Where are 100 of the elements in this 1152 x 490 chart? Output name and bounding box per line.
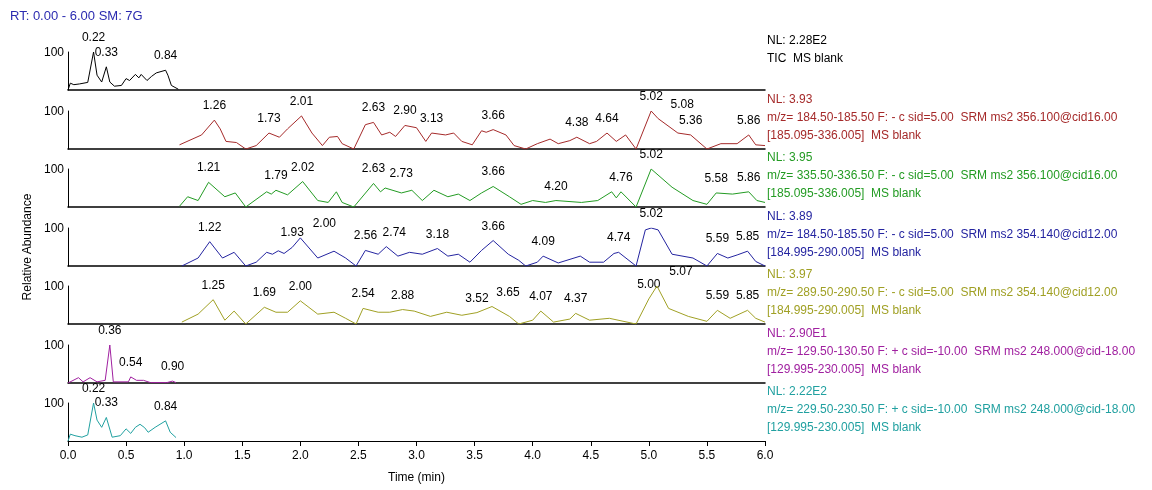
annotation: 0.36	[98, 322, 122, 337]
annotation: 5.08	[670, 96, 695, 111]
text: m/z= 335.50-336.50 F: - c sid=5.00 SRM ms2 356.100@cid16.00	[767, 168, 1118, 182]
annotation: 3.13	[419, 110, 444, 125]
annotation: 5.58	[704, 170, 729, 185]
annotation: 5.02	[639, 88, 664, 103]
annotation: 0.54	[119, 354, 143, 369]
text: [129.995-230.005] MS blank	[767, 420, 923, 434]
annotation: 3.65	[496, 284, 521, 299]
text: NL: 2.90E1	[767, 325, 828, 340]
text: NL: 3.93	[767, 91, 813, 106]
annotation: 5.86	[737, 112, 761, 127]
x-tick-label: 0.0	[59, 448, 77, 462]
annotation: 1.93	[280, 224, 305, 239]
text: m/z= 129.50-130.50 F: + c sid=-10.00 SRM ms2 248.000@cid-18.00	[767, 343, 1136, 358]
x-tick-label: 2.0	[291, 448, 309, 462]
annotation: 4.07	[529, 289, 553, 304]
annotation: 2.54	[351, 286, 376, 301]
text: [184.995-290.005] MS blank	[767, 303, 923, 317]
annotation: 1.79	[264, 168, 288, 183]
annotation: 5.07	[669, 264, 693, 278]
text: 100	[43, 396, 65, 410]
annotation: 4.20	[544, 178, 568, 193]
annotation: 3.66	[481, 164, 506, 179]
x-tick-label: 3.5	[466, 448, 484, 462]
annotation: 2.73	[389, 166, 414, 180]
text: m/z= 184.50-185.50 F: - c sid=5.00 SRM ms2 354.140@cid12.00	[767, 226, 1118, 241]
annotation: 1.69	[252, 285, 277, 300]
annotation: 2.56	[353, 227, 378, 242]
annotation: 2.63	[361, 99, 386, 114]
text: NL: 3.97	[767, 267, 813, 281]
text: NL: 2.28E2	[767, 33, 828, 47]
annotation: 0.84	[153, 398, 178, 413]
x-tick-label: 5.0	[640, 448, 658, 462]
annotation: 0.90	[160, 358, 185, 373]
x-tick-label: 6.0	[756, 448, 774, 462]
annotation: 0.33	[94, 44, 119, 59]
annotation: 5.85	[735, 288, 760, 303]
annotation: 5.36	[678, 112, 703, 127]
text: m/z= 184.50-185.50 F: - c sid=5.00 SRM ms2 356.100@cid16.00	[767, 109, 1118, 124]
x-tick-label: 3.0	[408, 448, 426, 462]
annotation: 5.85	[735, 228, 760, 243]
x-tick-label: 4.0	[524, 448, 542, 462]
text: [129.995-230.005] MS blank	[767, 361, 923, 376]
text: [184.995-290.005] MS blank	[767, 244, 923, 259]
text: NL: 3.89	[767, 208, 813, 223]
text: 100	[43, 162, 65, 176]
annotation: 2.88	[390, 287, 415, 302]
annotation: 2.00	[312, 215, 337, 230]
x-tick-label: 1.0	[175, 448, 193, 462]
x-tick-label: 2.5	[350, 448, 368, 462]
text: NL: 3.95	[767, 150, 813, 164]
annotation: 5.02	[639, 205, 664, 220]
text: 100	[43, 337, 65, 352]
annotation: 1.22	[198, 219, 222, 234]
annotation: 3.66	[481, 107, 506, 122]
annotation: 4.38	[565, 114, 589, 129]
annotation: 2.63	[361, 161, 386, 176]
x-tick-label: 1.5	[233, 448, 251, 462]
annotation: 4.64	[595, 110, 620, 125]
annotation: 1.73	[257, 110, 281, 125]
annotation: 5.86	[737, 169, 761, 184]
annotation: 1.26	[202, 97, 227, 112]
y-axis-title: Relative Abundance	[20, 192, 34, 300]
annotation: 5.59	[705, 288, 730, 303]
annotation: 3.66	[481, 218, 506, 233]
text: TIC MS blank	[767, 51, 845, 65]
annotation: 1.21	[196, 160, 221, 175]
text: m/z= 229.50-230.50 F: + c sid=-10.00 SRM ms2 248.000@cid-18.00	[767, 402, 1136, 416]
text: m/z= 289.50-290.50 F: - c sid=5.00 SRM ms2 354.140@cid12.00	[767, 285, 1118, 299]
text: 100	[43, 103, 65, 118]
text: 100	[43, 45, 65, 59]
annotation: 5.59	[705, 230, 730, 245]
annotation: 0.22	[81, 381, 106, 395]
annotation: 3.52	[465, 290, 489, 305]
annotation: 4.09	[531, 233, 556, 248]
annotation: 1.25	[201, 277, 226, 292]
annotation: 2.74	[382, 224, 407, 239]
annotation: 2.02	[290, 159, 315, 174]
annotation: 4.74	[606, 229, 631, 244]
annotation: 5.02	[639, 147, 664, 161]
text: 100	[43, 279, 65, 293]
x-axis-title: Time (min)	[388, 470, 445, 484]
x-tick-label: 4.5	[582, 448, 600, 462]
text: 100	[43, 220, 65, 235]
annotation: 0.22	[81, 30, 106, 44]
annotation: 0.84	[153, 48, 178, 63]
annotation: 3.18	[425, 226, 450, 241]
text: [185.095-336.005] MS blank	[767, 127, 923, 142]
annotation: 2.00	[288, 278, 313, 293]
annotation: 4.37	[563, 291, 588, 306]
chart-title: RT: 0.00 - 6.00 SM: 7G	[10, 8, 143, 23]
x-tick-label: 5.5	[698, 448, 716, 462]
annotation: 2.90	[393, 102, 417, 117]
annotation: 0.33	[94, 395, 119, 410]
annotation: 5.00	[637, 276, 661, 291]
x-tick-label: 0.5	[117, 448, 135, 462]
text: NL: 2.22E2	[767, 384, 828, 398]
text: [185.095-336.005] MS blank	[767, 186, 923, 200]
annotation: 2.01	[289, 93, 314, 108]
